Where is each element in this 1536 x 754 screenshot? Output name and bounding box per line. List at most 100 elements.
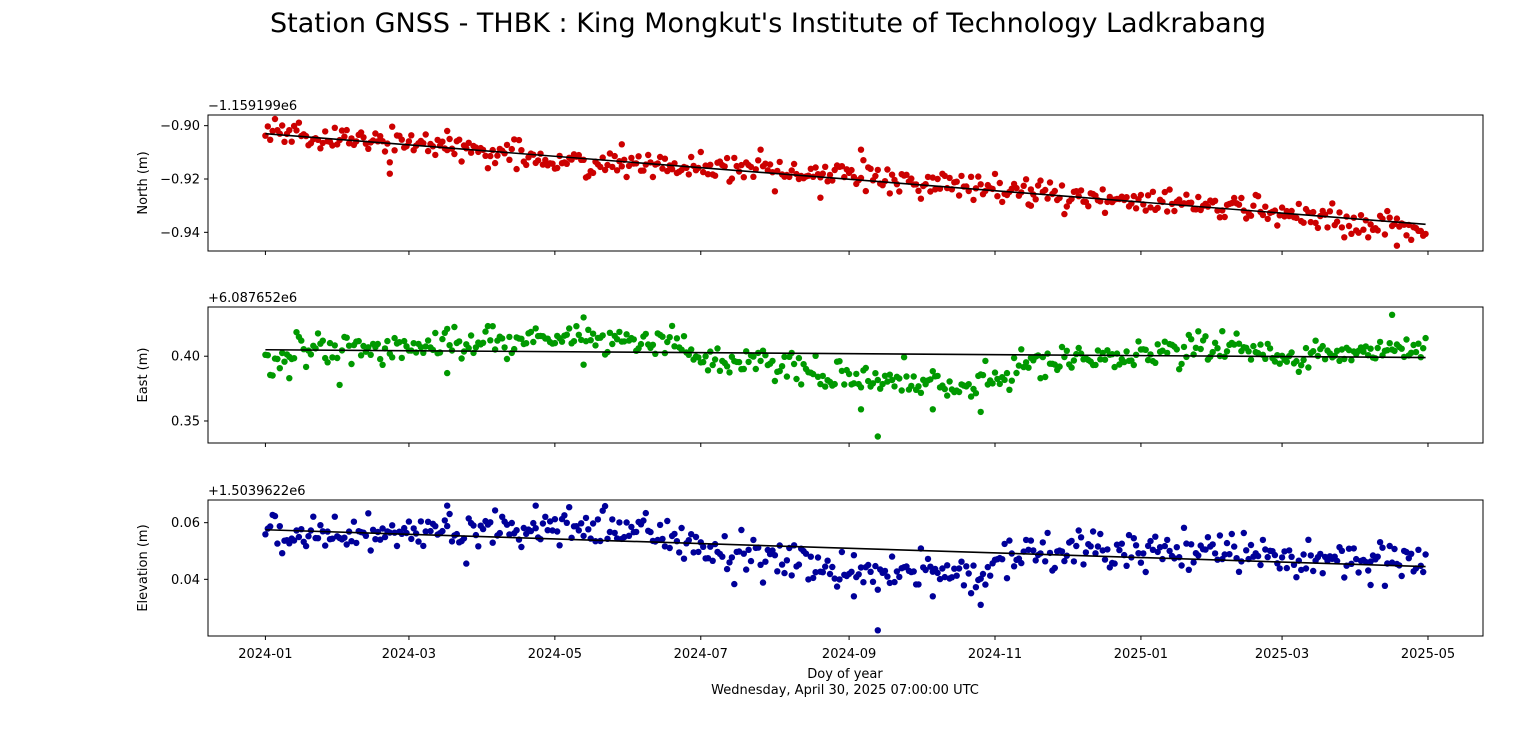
east-point — [711, 356, 719, 363]
elevation-point — [286, 540, 293, 547]
north-point — [606, 150, 614, 157]
east-point — [798, 381, 805, 388]
elevation-point — [671, 530, 678, 538]
elevation-point — [747, 557, 755, 565]
elevation-point — [857, 564, 865, 571]
elevation-point — [1379, 544, 1386, 551]
east-point — [716, 367, 724, 374]
east-point — [1013, 369, 1020, 377]
elevation-point — [1039, 539, 1047, 546]
north-point — [685, 171, 692, 178]
north-point — [389, 123, 396, 130]
elevation-point — [314, 535, 322, 542]
elevation-point — [322, 542, 329, 549]
elevation-point — [1183, 540, 1190, 547]
elevation-point — [953, 572, 960, 579]
east-point — [841, 381, 848, 388]
elevation-point — [1408, 550, 1415, 557]
north-point — [1310, 208, 1317, 216]
elevation-point — [865, 561, 872, 569]
north-point — [1042, 186, 1049, 194]
elevation-point — [888, 553, 896, 560]
east-point — [783, 373, 791, 380]
north-point — [1137, 191, 1145, 199]
north-point — [1336, 209, 1343, 216]
north-point — [757, 146, 764, 153]
elevation-point — [1027, 537, 1035, 544]
north-point — [738, 161, 745, 169]
east-point — [872, 370, 879, 377]
elevation-point — [475, 543, 482, 550]
north-point — [829, 177, 836, 184]
east-point — [874, 376, 881, 384]
north-point — [601, 166, 609, 174]
elevation-point — [1030, 547, 1037, 554]
east-point — [1070, 357, 1078, 364]
north-point — [1085, 203, 1092, 210]
east-point — [465, 344, 472, 352]
elevation-point — [1293, 574, 1300, 581]
east-point — [757, 357, 764, 365]
elevation-point — [1116, 546, 1123, 554]
east-point — [1374, 344, 1381, 352]
north-point — [343, 126, 350, 134]
north-point — [752, 166, 759, 173]
elevation-point — [276, 523, 283, 530]
elevation-point — [542, 513, 549, 520]
east-point — [817, 380, 824, 388]
east-point — [819, 372, 826, 380]
elevation-point — [1209, 541, 1216, 548]
east-point — [996, 380, 1003, 388]
north-point — [408, 132, 415, 139]
elevation-point — [616, 519, 623, 526]
north-point — [1034, 182, 1042, 189]
elevation-point — [1228, 530, 1236, 538]
north-point — [451, 150, 458, 158]
north-point — [1176, 196, 1183, 203]
elevation-point — [1111, 560, 1118, 567]
elevation-point — [444, 522, 451, 530]
north-point — [1099, 186, 1106, 193]
east-point — [451, 323, 458, 331]
east-point — [1056, 363, 1063, 370]
elevation-point — [1254, 552, 1262, 560]
east-point — [664, 338, 671, 346]
east-point — [396, 339, 403, 346]
elevation-point — [1166, 547, 1173, 555]
x-tick-label: 2025-01 — [1114, 647, 1168, 662]
north-point — [1247, 212, 1255, 219]
north-point — [707, 161, 714, 168]
north-point — [819, 170, 826, 177]
east-point — [606, 329, 614, 336]
north-point — [1314, 224, 1322, 232]
east-point — [994, 375, 1001, 383]
elevation-point — [585, 526, 592, 533]
north-point — [329, 142, 336, 149]
east-point — [1044, 350, 1051, 357]
east-point — [1336, 357, 1343, 364]
east-point — [1025, 364, 1032, 371]
elevation-point — [348, 538, 355, 545]
elevation-point — [1415, 546, 1422, 553]
east-point — [1123, 348, 1130, 355]
east-point — [281, 358, 288, 365]
north-point — [1188, 199, 1195, 206]
elevation-point — [838, 548, 846, 556]
north-point — [1288, 207, 1295, 215]
east-point — [1305, 364, 1312, 371]
north-point — [589, 169, 597, 177]
east-point — [1319, 342, 1326, 350]
elevation-point — [578, 520, 585, 527]
east-point — [563, 331, 570, 338]
east-point — [566, 325, 573, 332]
elevation-point — [1300, 551, 1307, 558]
east-point — [570, 338, 578, 345]
east-point — [467, 332, 475, 339]
elevation-point — [290, 537, 298, 544]
elevation-point — [633, 528, 640, 536]
north-point — [1381, 231, 1389, 238]
east-point — [1388, 311, 1396, 318]
east-point — [1247, 356, 1255, 363]
east-point — [1422, 334, 1429, 342]
elevation-point — [1317, 550, 1324, 558]
